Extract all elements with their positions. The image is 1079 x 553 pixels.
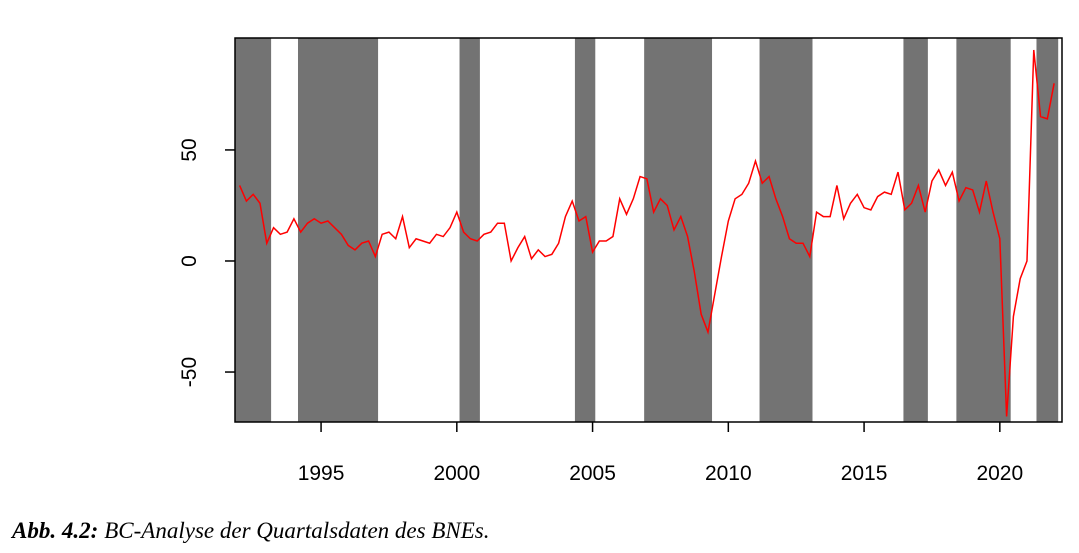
x-tick-label: 2005 <box>569 462 616 485</box>
shaded-period <box>903 38 928 422</box>
shaded-period <box>644 38 713 422</box>
shaded-period <box>956 38 1011 422</box>
y-tick-label: 50 <box>178 138 201 161</box>
data-line <box>238 49 1055 417</box>
x-tick-label: 2000 <box>433 462 480 485</box>
x-tick-label: 2010 <box>705 462 752 485</box>
shaded-period <box>1036 38 1059 422</box>
x-tick-label: 2020 <box>976 462 1023 485</box>
caption: BC-Analyse der Quartalsdaten des BNEs. <box>104 518 489 543</box>
shaded-period <box>574 38 596 422</box>
caption-label: Abb. 4.2: <box>10 518 98 543</box>
x-tick-label: 2015 <box>841 462 888 485</box>
x-tick-label: 1995 <box>298 462 345 485</box>
shaded-period <box>459 38 480 422</box>
shaded-period <box>235 38 272 422</box>
y-tick-label: 0 <box>178 255 201 267</box>
plot-frame <box>234 37 1063 423</box>
y-tick-label: -50 <box>178 357 201 387</box>
